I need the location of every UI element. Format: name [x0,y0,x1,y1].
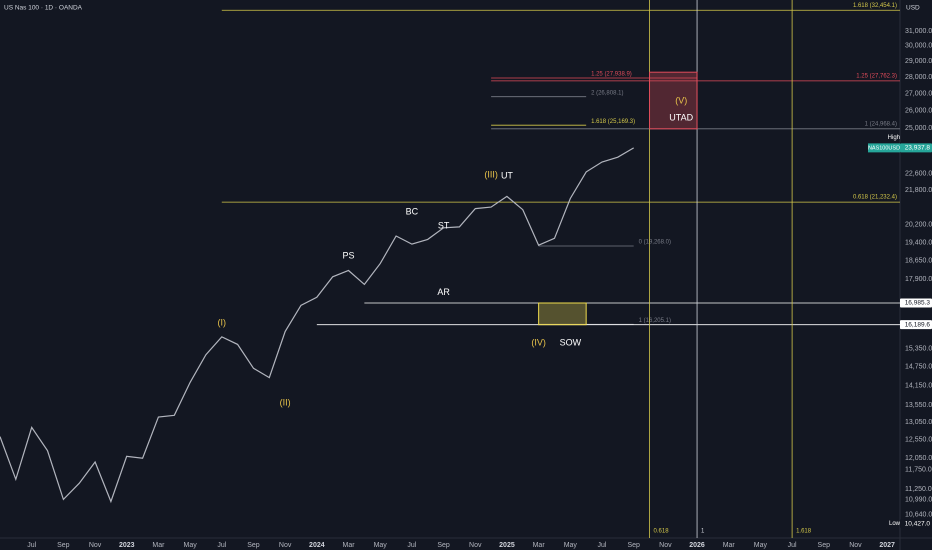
y-tick-label: 14,750.0 [905,364,932,371]
price-tag-label: 10,427.0 [905,520,931,527]
level-label: 1.618 (32,454.1) [853,3,897,9]
level-label: 1.25 (27,938.9) [591,72,632,78]
x-tick-label: Mar [152,542,165,549]
y-tick-label: 12,550.0 [905,437,932,444]
x-tick-label: Sep [818,542,831,549]
y-tick-label: 11,750.0 [905,466,932,473]
y-tick-label: 29,000.0 [905,58,932,65]
vline-label: 1.618 [796,529,812,535]
wave-label: UT [501,170,513,180]
wave-label: (IV) [531,338,546,348]
x-tick-label: Jul [598,542,607,549]
x-tick-label: Nov [279,542,292,549]
wave-label: (I) [218,317,227,327]
x-tick-label: Sep [57,542,70,549]
vline-label: 1 [701,529,705,535]
wave-label: UTAD [669,112,693,122]
y-tick-label: 27,000.0 [905,90,932,97]
y-tick-label: 30,000.0 [905,43,932,50]
x-tick-label: Jul [407,542,416,549]
wave-label: (II) [280,397,291,407]
price-tag-label: 16,985.3 [905,300,931,307]
x-tick-label: Sep [627,542,640,549]
y-tick-label: 12,050.0 [905,455,932,462]
level-label: 2 (26,808.1) [591,90,623,96]
price-tag [900,320,932,330]
y-tick-label: 20,200.0 [905,221,932,228]
price-tag-name: High [888,135,900,141]
x-tick-label: Mar [723,542,736,549]
y-tick-label: 15,350.0 [905,346,932,353]
x-tick-label: 2025 [499,542,515,549]
y-tick-label: 26,000.0 [905,107,932,114]
chart-title: US Nas 100 · 1D · OANDA [4,5,83,12]
x-tick-label: 2026 [689,542,705,549]
y-tick-label: 11,250.0 [905,486,932,493]
x-tick-label: Nov [659,542,672,549]
x-tick-label: Mar [342,542,355,549]
x-tick-label: Jul [217,542,226,549]
level-label: 1.25 (27,762.3) [856,73,897,79]
level-label: 0.618 (21,232.4) [853,195,897,201]
y-tick-label: 21,800.0 [905,187,932,194]
x-tick-label: 2024 [309,542,325,549]
x-tick-label: Sep [437,542,450,549]
y-tick-label: 13,050.0 [905,419,932,426]
x-tick-label: Nov [469,542,482,549]
wave-label: (III) [484,169,498,179]
series-name: NAS100USD [868,145,900,151]
wave-label: AR [437,287,450,297]
price-tag-name: Low [889,521,901,527]
x-tick-label: Sep [247,542,260,549]
wave-label: SOW [560,338,582,348]
x-tick-label: 2027 [879,542,895,549]
y-tick-label: 13,550.0 [905,402,932,409]
y-tick-label: 10,990.0 [905,497,932,504]
wave-label: PS [343,250,355,260]
x-tick-label: Jul [27,542,36,549]
y-tick-label: 17,900.0 [905,276,932,283]
level-label: 1 (24,968.4) [865,121,897,127]
vline-label: 0.618 [654,529,670,535]
wave-label: BC [406,206,419,216]
price-line [0,147,635,504]
x-tick-label: Nov [849,542,862,549]
series-name-tag [868,143,900,153]
x-tick-label: 2023 [119,542,135,549]
currency: USD [906,5,920,12]
price-tag [900,298,932,308]
price-tag [900,519,932,529]
y-tick-label: 31,000.0 [905,28,932,35]
x-tick-label: May [564,542,578,549]
x-tick-label: Nov [89,542,102,549]
zone-box [649,71,698,130]
level-label: 1 (16,205.1) [639,318,671,324]
x-tick-label: Jul [788,542,797,549]
wave-label: (V) [675,95,687,105]
y-tick-label: 19,400.0 [905,240,932,247]
level-label: 1.618 (25,169.3) [591,119,635,125]
y-tick-label: 10,640.0 [905,511,932,518]
y-tick-label: 25,000.0 [905,125,932,132]
y-tick-label: 18,650.0 [905,258,932,265]
zone-box [538,302,587,326]
x-tick-label: Mar [533,542,546,549]
price-tag [900,143,932,153]
wave-label: ST [438,220,450,230]
x-tick-label: May [183,542,197,549]
price-tag-label: 23,937.8 [905,145,931,152]
price-tag-label: 16,189.6 [905,321,931,328]
y-tick-label: 28,000.0 [905,74,932,81]
level-label: 0 (19,268.0) [639,240,671,246]
x-tick-label: May [754,542,768,549]
x-tick-label: May [374,542,388,549]
y-tick-label: 14,150.0 [905,382,932,389]
y-tick-label: 22,600.0 [905,171,932,178]
